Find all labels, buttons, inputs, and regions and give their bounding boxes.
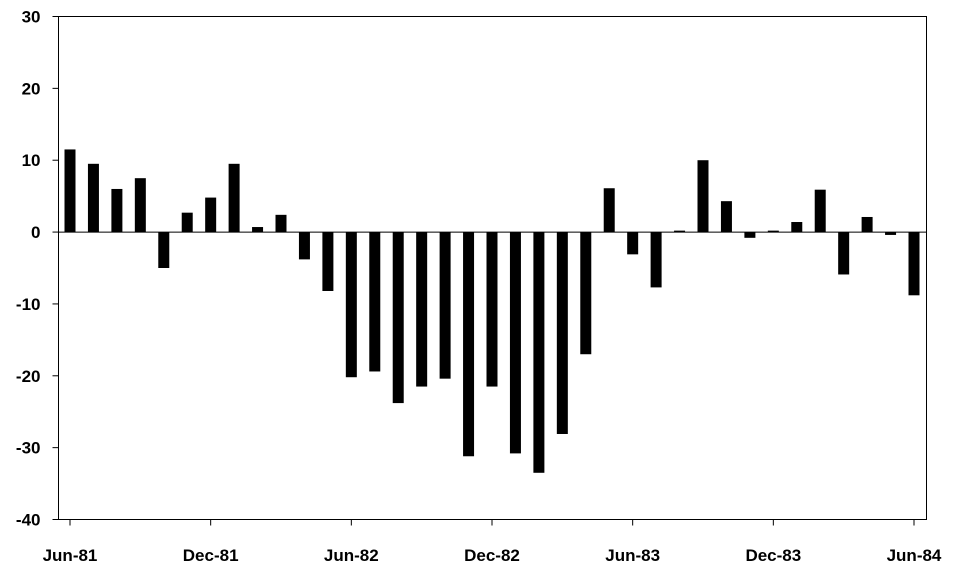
bar-sep-82 — [416, 232, 428, 387]
bar-dec-82 — [486, 232, 498, 387]
y-tick-label: 30 — [22, 8, 41, 27]
y-tick-label: -20 — [16, 367, 41, 386]
bar-aug-82 — [392, 232, 404, 404]
bar-feb-84 — [814, 189, 826, 233]
bar-nov-81 — [181, 212, 193, 233]
bar-mar-83 — [556, 232, 568, 434]
bar-sep-83 — [697, 160, 709, 233]
bar-aug-81 — [111, 188, 123, 233]
bars-group — [64, 149, 920, 473]
bar-jan-84 — [791, 222, 803, 233]
y-tick-label: 10 — [22, 151, 41, 170]
x-tick-label: Dec-81 — [183, 546, 239, 565]
bar-apr-83 — [580, 232, 592, 355]
x-tick-label: Jun-84 — [887, 546, 942, 565]
bar-apr-84 — [861, 216, 873, 233]
bar-nov-83 — [744, 232, 756, 238]
x-tick-label: Jun-82 — [324, 546, 379, 565]
bar-feb-82 — [252, 227, 264, 233]
x-tick-label: Jun-83 — [605, 546, 660, 565]
x-tick-label: Dec-83 — [745, 546, 801, 565]
bar-dec-83 — [767, 230, 779, 233]
bar-jul-81 — [87, 163, 99, 233]
bar-jun-81 — [64, 149, 76, 233]
bar-nov-82 — [463, 232, 475, 457]
bar-jun-82 — [345, 232, 357, 378]
bar-mar-84 — [838, 232, 850, 275]
bar-may-82 — [322, 232, 334, 291]
bar-oct-81 — [158, 232, 170, 268]
bar-feb-83 — [533, 232, 545, 473]
bar-aug-83 — [674, 230, 686, 233]
bar-dec-81 — [205, 197, 217, 233]
bar-jul-83 — [650, 232, 662, 288]
y-tick-label: -30 — [16, 439, 41, 458]
bar-sep-81 — [134, 178, 146, 233]
bar-jan-82 — [228, 163, 240, 233]
bar-oct-82 — [439, 232, 451, 379]
bar-jun-83 — [627, 232, 639, 255]
bar-apr-82 — [298, 232, 310, 260]
bar-jul-82 — [369, 232, 381, 372]
y-tick-label: 20 — [22, 79, 41, 98]
bar-oct-83 — [720, 201, 732, 233]
y-axis: 30 20 10 0 -10 -20 -30 -40 — [16, 8, 59, 530]
bar-jan-83 — [509, 232, 521, 454]
x-tick-label: Jun-81 — [43, 546, 98, 565]
bar-may-83 — [603, 188, 615, 233]
bar-mar-82 — [275, 214, 287, 233]
bar-may-84 — [885, 232, 897, 235]
y-tick-label: -40 — [16, 511, 41, 530]
y-tick-label: 0 — [31, 223, 40, 242]
x-tick-label: Dec-82 — [464, 546, 520, 565]
y-tick-label: -10 — [16, 295, 41, 314]
bar-jun-84 — [908, 232, 920, 296]
x-axis: Jun-81 Dec-81 Jun-82 Dec-82 Jun-83 Dec-83 Jun-… — [43, 519, 942, 565]
